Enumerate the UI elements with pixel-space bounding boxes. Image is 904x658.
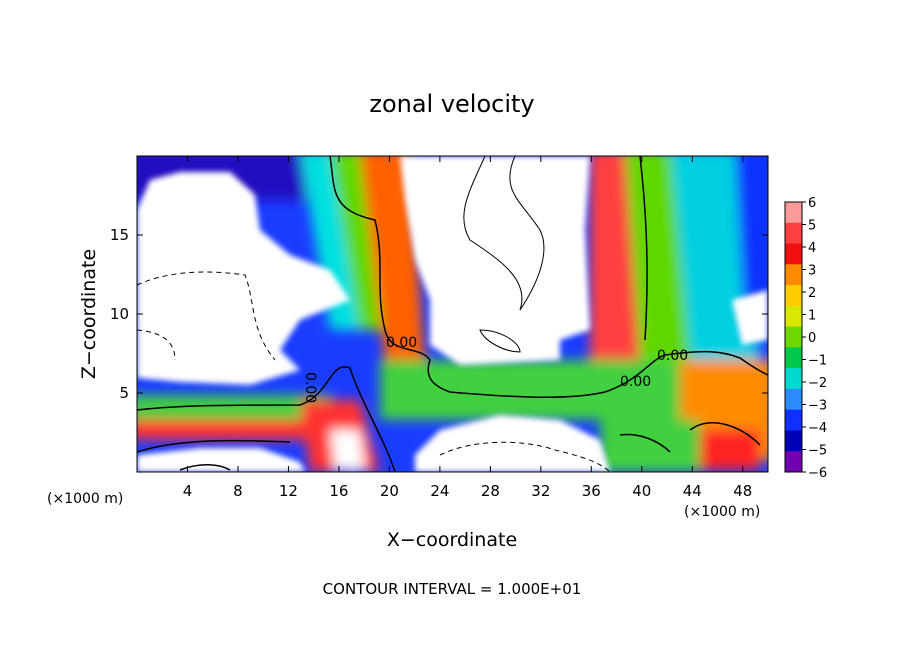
- x-tick-label: 28: [481, 482, 500, 500]
- colorbar-swatch: [785, 202, 802, 224]
- x-tick-label: 20: [380, 482, 399, 500]
- colorbar-swatch: [785, 347, 802, 369]
- contour-interval-footer: CONTOUR INTERVAL = 1.000E+01: [323, 580, 582, 598]
- colorbar-swatch: [785, 388, 802, 411]
- colorbar-swatch: [785, 285, 802, 307]
- y-axis: 5 10 15: [110, 226, 768, 402]
- colorbar-label: 1: [808, 309, 816, 324]
- colorbar-label: 0: [808, 331, 816, 346]
- x-tick-label: 12: [279, 482, 298, 500]
- colorbar-swatch: [785, 451, 802, 473]
- x-axis: 4 8 12 16 20 24 28 32 36 40 44 48: [183, 156, 752, 500]
- colorbar-swatch: [785, 409, 802, 431]
- x-tick-label: 4: [183, 482, 193, 500]
- contour-lines-dashed: [137, 271, 611, 472]
- y-axis-label: Z−coordinate: [78, 249, 100, 379]
- x-tick-label: 36: [582, 482, 601, 500]
- x-unit-label-right: (×1000 m): [684, 504, 760, 520]
- colorbar-label: 5: [808, 219, 816, 234]
- colorbar-swatch: [785, 430, 802, 452]
- y-tick-label: 15: [110, 226, 129, 244]
- contour-label: 0.00: [657, 348, 688, 364]
- colorbar-label: 2: [808, 286, 816, 301]
- colorbar: 6 5 4 3 2 1 0 −1 −2 −3 −4 −5 −6: [784, 196, 827, 481]
- colorbar-label: −3: [808, 399, 827, 414]
- colorbar-label: −4: [808, 421, 827, 436]
- colorbar-swatch: [785, 222, 802, 245]
- colorbar-label: −1: [808, 354, 827, 369]
- colorbar-label: −6: [808, 466, 827, 481]
- contour-label: 0.00: [302, 372, 318, 403]
- x-tick-label: 40: [632, 482, 651, 500]
- x-tick-label: 16: [329, 482, 348, 500]
- colorbar-label: −2: [808, 376, 827, 391]
- colorbar-swatch: [785, 368, 802, 390]
- colorbar-label: 3: [808, 264, 816, 279]
- contour-label: 0.00: [620, 374, 651, 390]
- contour-label: 0.00: [386, 335, 417, 351]
- x-unit-label-left: (×1000 m): [47, 491, 123, 507]
- y-tick-label: 5: [119, 384, 129, 402]
- x-tick-label: 8: [233, 482, 243, 500]
- x-tick-label: 32: [531, 482, 550, 500]
- x-tick-label: 48: [733, 482, 752, 500]
- colorbar-label: 6: [808, 196, 816, 211]
- colorbar-label: 4: [808, 241, 816, 256]
- colorbar-label: −5: [808, 444, 827, 459]
- contour-labels: 0.00 0.00 0.00 0.00: [302, 335, 688, 403]
- chart-title: zonal velocity: [369, 90, 534, 118]
- y-tick-label: 10: [110, 305, 129, 323]
- x-axis-label: X−coordinate: [387, 529, 517, 551]
- x-tick-label: 24: [430, 482, 449, 500]
- heatmap-field: [137, 156, 768, 472]
- colorbar-swatch: [785, 243, 802, 265]
- colorbar-swatch: [785, 264, 802, 286]
- x-tick-label: 44: [683, 482, 702, 500]
- colorbar-swatch: [785, 326, 802, 348]
- contour-lines: [137, 156, 768, 472]
- colorbar-swatch: [785, 305, 802, 328]
